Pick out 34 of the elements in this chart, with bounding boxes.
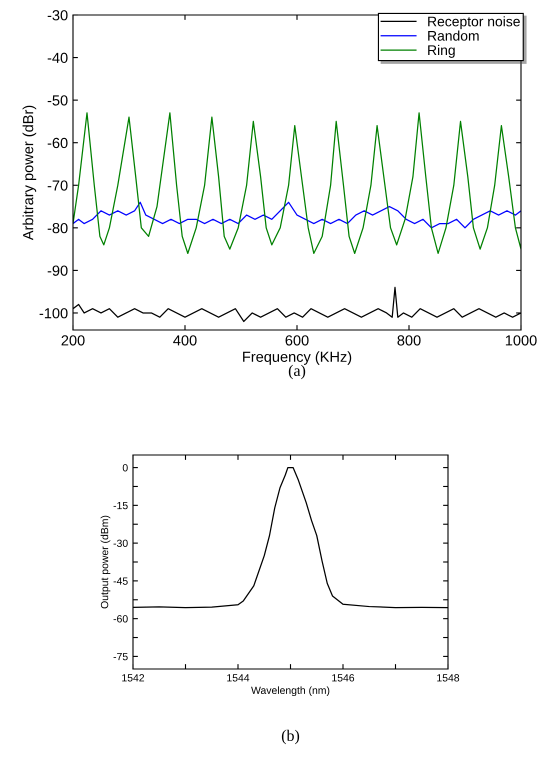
x-tick-label: 800 (397, 335, 421, 346)
y-tick-label: -15 (114, 502, 128, 510)
text: (b) (282, 730, 300, 744)
text: (a) (288, 364, 306, 380)
y-tick-label: -60 (114, 615, 128, 623)
y-tick-label: -75 (114, 653, 128, 660)
x-tick-label: 1548 (437, 674, 460, 682)
y-tick-label: -80 (48, 222, 68, 234)
x-tick-label: 200 (62, 335, 85, 346)
y-tick-label: -60 (48, 138, 68, 148)
y-tick-label: -30 (48, 10, 68, 20)
y-tick-label: 0 (122, 464, 128, 472)
y-tick-label: -30 (114, 540, 128, 547)
legend-label: Receptor noise (428, 16, 520, 30)
line-series (73, 202, 521, 228)
y-tick-label: -50 (48, 95, 68, 106)
y-axis-title: Arbitrary power (dBr) (22, 106, 36, 240)
x-tick-label: 1542 (122, 674, 144, 682)
y-tick-label: -70 (48, 180, 68, 191)
y-axis-title: Output power (dBm) (100, 516, 110, 608)
legend-label: Random (428, 30, 479, 41)
x-tick-label: 600 (286, 335, 309, 346)
x-axis-title: Wavelength (nm) (251, 686, 330, 696)
y-tick-label: -90 (48, 266, 68, 276)
y-tick-label: -45 (114, 577, 128, 585)
y-tick-label: -100 (40, 308, 68, 318)
x-tick-label: 1544 (227, 674, 250, 682)
legend-label: Ring (428, 44, 455, 58)
y-tick-label: -40 (48, 52, 68, 63)
x-tick-label: 1546 (332, 674, 354, 682)
x-tick-label: 400 (173, 335, 197, 346)
line-series (73, 112, 521, 254)
x-axis-title: Frequency (KHz) (243, 351, 352, 365)
x-tick-label: 1000 (506, 335, 537, 346)
